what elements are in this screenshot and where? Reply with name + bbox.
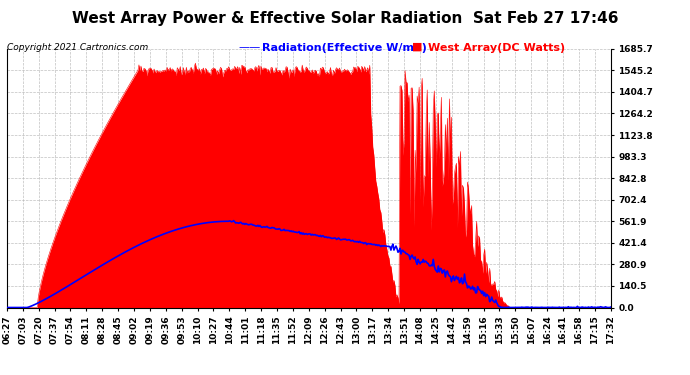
Text: ——: ——: [238, 42, 260, 52]
Text: West Array(DC Watts): West Array(DC Watts): [428, 43, 565, 53]
Text: West Array Power & Effective Solar Radiation  Sat Feb 27 17:46: West Array Power & Effective Solar Radia…: [72, 11, 618, 26]
Text: Copyright 2021 Cartronics.com: Copyright 2021 Cartronics.com: [7, 43, 148, 52]
Text: Radiation(Effective W/m2): Radiation(Effective W/m2): [262, 43, 427, 53]
Text: ■: ■: [412, 42, 422, 52]
